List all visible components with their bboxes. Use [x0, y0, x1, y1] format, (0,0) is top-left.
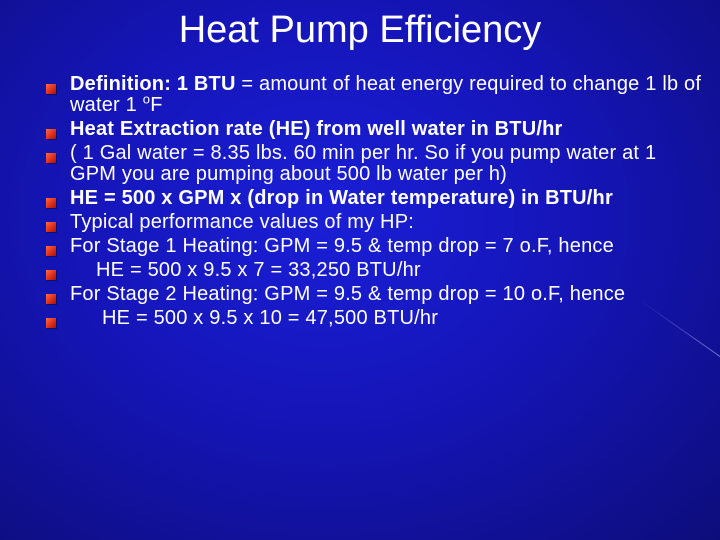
- bullet-text: For Stage 2 Heating: GPM = 9.5 & temp dr…: [70, 283, 626, 305]
- bullet-text: ( 1 Gal water = 8.35 lbs. 60 min per hr.…: [70, 142, 657, 185]
- slide-title: Heat Pump Efficiency: [178, 9, 542, 51]
- degree-mark: o: [142, 91, 151, 107]
- degree-unit: F: [150, 94, 163, 116]
- bullet-square-icon: [46, 294, 56, 304]
- bullet-square-icon: [46, 270, 56, 280]
- bullet-text: HE = 500 x GPM x (drop in Water temperat…: [70, 187, 613, 209]
- bullet-square-icon: [46, 129, 56, 139]
- bullet-square-icon: [46, 246, 56, 256]
- bullet-stage2-result: HE = 500 x 9.5 x 10 = 47,500 BTU/hr: [46, 308, 706, 329]
- bullet-gallon-conversion: ( 1 Gal water = 8.35 lbs. 60 min per hr.…: [46, 143, 706, 185]
- bullet-list: Definition: 1 BTU = amount of heat energ…: [46, 74, 706, 332]
- bullet-square-icon: [46, 198, 56, 208]
- bullet-he-formula: HE = 500 x GPM x (drop in Water temperat…: [46, 188, 706, 209]
- bullet-square-icon: [46, 222, 56, 232]
- bullet-stage2: For Stage 2 Heating: GPM = 9.5 & temp dr…: [46, 284, 706, 305]
- bullet-stage1: For Stage 1 Heating: GPM = 9.5 & temp dr…: [46, 236, 706, 257]
- definition-label: Definition: 1 BTU: [70, 73, 236, 95]
- bullet-text: Typical performance values of my HP:: [70, 211, 414, 233]
- bullet-stage1-result: HE = 500 x 9.5 x 7 = 33,250 BTU/hr: [46, 260, 706, 281]
- bullet-text: Heat Extraction rate (HE) from well wate…: [70, 118, 563, 140]
- bullet-text: For Stage 1 Heating: GPM = 9.5 & temp dr…: [70, 235, 614, 257]
- bullet-square-icon: [46, 84, 56, 94]
- definition-text: = amount of heat energy required to chan…: [70, 73, 702, 116]
- bullet-text: HE = 500 x 9.5 x 10 = 47,500 BTU/hr: [102, 307, 439, 329]
- bullet-heat-extraction: Heat Extraction rate (HE) from well wate…: [46, 119, 706, 140]
- bullet-square-icon: [46, 318, 56, 328]
- bullet-typical-values: Typical performance values of my HP:: [46, 212, 706, 233]
- bullet-text: HE = 500 x 9.5 x 7 = 33,250 BTU/hr: [96, 259, 421, 281]
- bullet-square-icon: [46, 153, 56, 163]
- bullet-definition: Definition: 1 BTU = amount of heat energ…: [46, 74, 706, 116]
